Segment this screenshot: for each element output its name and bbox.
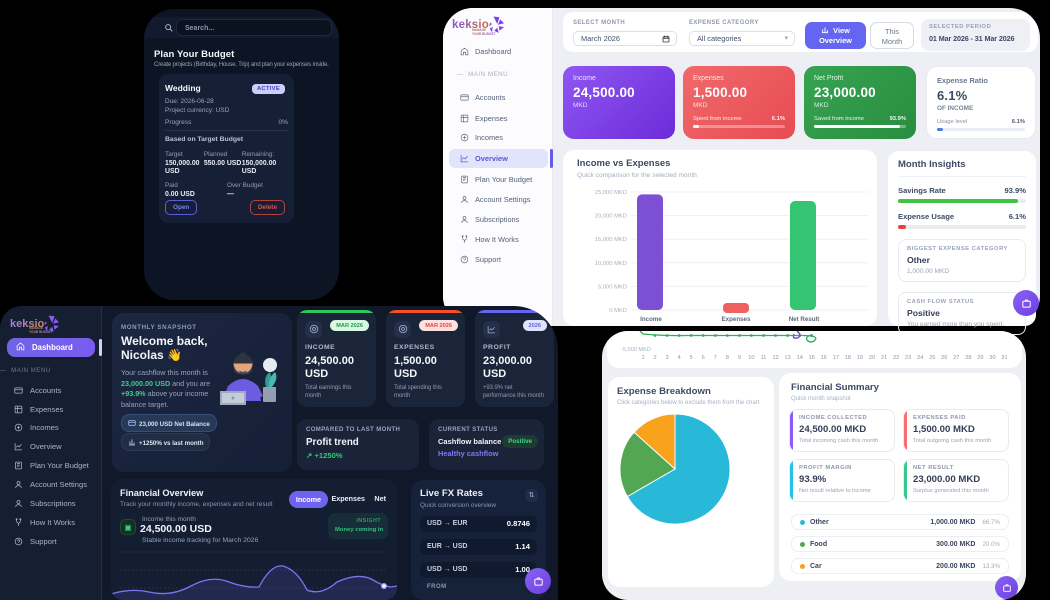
svg-text:20: 20 [869, 355, 875, 361]
svg-text:9: 9 [738, 355, 741, 361]
svg-text:12: 12 [772, 355, 778, 361]
svg-text:25: 25 [929, 355, 935, 361]
svg-text:17: 17 [833, 355, 839, 361]
svg-text:20,000 MKD: 20,000 MKD [595, 214, 627, 220]
svg-text:23: 23 [905, 355, 911, 361]
svg-text:2: 2 [653, 355, 656, 361]
svg-text:7: 7 [714, 355, 717, 361]
svg-text:1: 1 [641, 355, 644, 361]
svg-text:8: 8 [726, 355, 729, 361]
svg-text:25,000 MKD: 25,000 MKD [595, 190, 627, 196]
svg-text:29: 29 [977, 355, 983, 361]
svg-text:5: 5 [690, 355, 693, 361]
svg-text:Expenses: Expenses [722, 316, 751, 322]
svg-text:0 MKD: 0 MKD [609, 308, 627, 314]
svg-text:30: 30 [989, 355, 995, 361]
svg-text:10: 10 [748, 355, 754, 361]
svg-text:14: 14 [797, 355, 803, 361]
svg-text:6: 6 [702, 355, 705, 361]
svg-text:27: 27 [953, 355, 959, 361]
svg-text:31: 31 [1001, 355, 1007, 361]
svg-text:-5,000 MKD: -5,000 MKD [621, 347, 651, 353]
svg-text:21: 21 [881, 355, 887, 361]
svg-text:26: 26 [941, 355, 947, 361]
svg-text:16: 16 [821, 355, 827, 361]
svg-text:18: 18 [845, 355, 851, 361]
svg-text:11: 11 [761, 355, 767, 361]
svg-text:Income: Income [640, 316, 662, 322]
svg-text:10,000 MKD: 10,000 MKD [595, 261, 627, 267]
svg-text:3: 3 [666, 355, 669, 361]
svg-text:Net Result: Net Result [789, 316, 820, 322]
svg-text:28: 28 [965, 355, 971, 361]
svg-text:5,000 MKD: 5,000 MKD [598, 284, 627, 290]
svg-text:22: 22 [893, 355, 899, 361]
svg-text:13: 13 [784, 355, 790, 361]
svg-text:19: 19 [857, 355, 863, 361]
svg-text:15,000 MKD: 15,000 MKD [595, 237, 627, 243]
svg-text:24: 24 [917, 355, 923, 361]
svg-text:4: 4 [678, 355, 681, 361]
svg-text:15: 15 [809, 355, 815, 361]
